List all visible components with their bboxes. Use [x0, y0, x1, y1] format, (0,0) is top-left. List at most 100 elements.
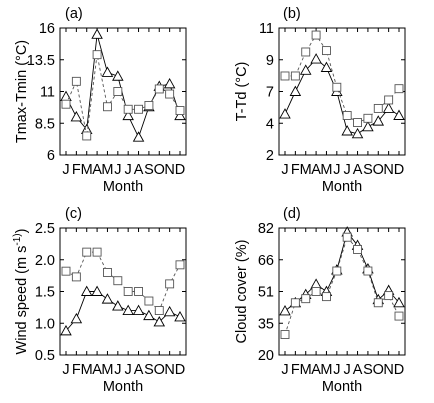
panel-label: (d) [283, 206, 301, 222]
x-tick-label: N [383, 362, 393, 378]
square-marker [134, 104, 143, 114]
y-tick-label: 0.5 [35, 348, 55, 364]
x-tick-label: F [291, 162, 300, 178]
triangle-marker [153, 316, 166, 327]
x-tick-label: M [101, 362, 113, 378]
square-marker [394, 84, 404, 94]
y-axis-title: Tmax-Tmin (°C) [14, 40, 30, 143]
triangle-marker [393, 109, 405, 120]
x-tick-label: A [311, 162, 321, 178]
y-tick-label: 9 [266, 53, 274, 69]
x-tick-label: S [144, 162, 154, 178]
triangle-marker [91, 28, 103, 39]
plot-frame [59, 227, 187, 356]
x-tick-label: S [363, 362, 373, 378]
triangle-marker [299, 64, 312, 75]
x-tick-label: F [291, 362, 300, 378]
x-tick-label: J [344, 162, 351, 178]
triangle-marker [163, 305, 176, 317]
square-marker [353, 245, 362, 254]
x-tick-label: O [373, 162, 384, 178]
y-tick-label: 2.0 [35, 253, 55, 269]
y-tick-label: 66 [258, 253, 274, 269]
square-marker [154, 84, 164, 94]
square-marker [92, 247, 102, 257]
triangle-marker [101, 293, 114, 304]
square-marker [123, 104, 133, 114]
y-axis-title-unit: °C) [234, 62, 250, 83]
triangle-marker [310, 278, 322, 289]
square-marker [301, 294, 311, 304]
x-tick-label: M [300, 162, 312, 178]
y-axis-title-close: ) [14, 229, 30, 234]
x-tick-label: A [134, 362, 144, 378]
square-marker [165, 89, 175, 99]
triangle-marker [163, 77, 176, 89]
square-marker [384, 291, 394, 301]
x-axis-title: Month [322, 379, 362, 395]
triangle-marker [174, 310, 186, 322]
square-marker [61, 99, 71, 109]
triangle-marker [122, 109, 134, 121]
x-tick-label: F [72, 362, 81, 378]
x-tick-label: N [383, 162, 393, 178]
y-tick-label: 2 [266, 148, 274, 164]
y-tick-label: 20 [258, 348, 274, 364]
y-axis-title-main: Tmax-Tmin ( [14, 61, 30, 143]
y-tick-label: 16 [39, 21, 55, 37]
x-tick-label: A [92, 362, 102, 378]
x-tick-label: J [281, 162, 288, 178]
x-tick-label: D [175, 162, 185, 178]
y-tick-label: 1.5 [35, 285, 55, 301]
square-marker [103, 102, 112, 112]
x-tick-label: A [311, 362, 321, 378]
y-axis-title: T-Td (°C) [234, 62, 250, 122]
triangle-marker [101, 66, 114, 77]
y-axis-title-sup: -1) [12, 233, 23, 245]
x-tick-label: D [394, 162, 404, 178]
square-marker [144, 101, 154, 110]
square-marker [363, 113, 373, 123]
x-tick-label: M [320, 162, 332, 178]
triangle-marker [60, 324, 72, 336]
triangle-marker [143, 309, 155, 321]
x-tick-label: M [101, 162, 113, 178]
triangle-marker [341, 125, 353, 136]
x-tick-label: J [333, 162, 340, 178]
square-marker [311, 287, 321, 296]
triangle-marker [289, 85, 302, 96]
square-marker [373, 103, 383, 113]
x-axis-title: Month [322, 179, 362, 195]
x-tick-label: A [134, 162, 144, 178]
x-tick-label: N [164, 162, 174, 178]
y-tick-label: 11 [259, 21, 274, 37]
square-marker [332, 266, 342, 276]
triangle-marker [132, 304, 145, 315]
square-marker [342, 111, 352, 120]
triangle-marker [351, 127, 364, 139]
triangle-marker [91, 285, 103, 296]
x-tick-label: J [344, 362, 351, 378]
x-tick-label: A [353, 362, 363, 378]
square-marker [322, 292, 331, 302]
square-marker [103, 268, 112, 277]
panel-label: (c) [65, 206, 82, 222]
x-tick-label: J [333, 362, 340, 378]
triangle-marker [310, 53, 322, 64]
triangle-marker [279, 108, 291, 119]
x-tick-label: J [114, 362, 121, 378]
triangle-marker [112, 300, 124, 311]
x-tick-label: J [125, 162, 132, 178]
x-tick-label: D [394, 362, 404, 378]
x-tick-label: O [154, 162, 165, 178]
x-tick-label: O [373, 362, 384, 378]
triangle-marker [80, 285, 93, 296]
y-tick-label: 2.5 [35, 221, 55, 237]
y-tick-label: 82 [258, 221, 274, 237]
triangle-marker [70, 110, 83, 122]
square-marker [342, 232, 352, 242]
y-axis-title-main: Wind speed (m s [14, 246, 30, 355]
square-marker [134, 287, 143, 296]
